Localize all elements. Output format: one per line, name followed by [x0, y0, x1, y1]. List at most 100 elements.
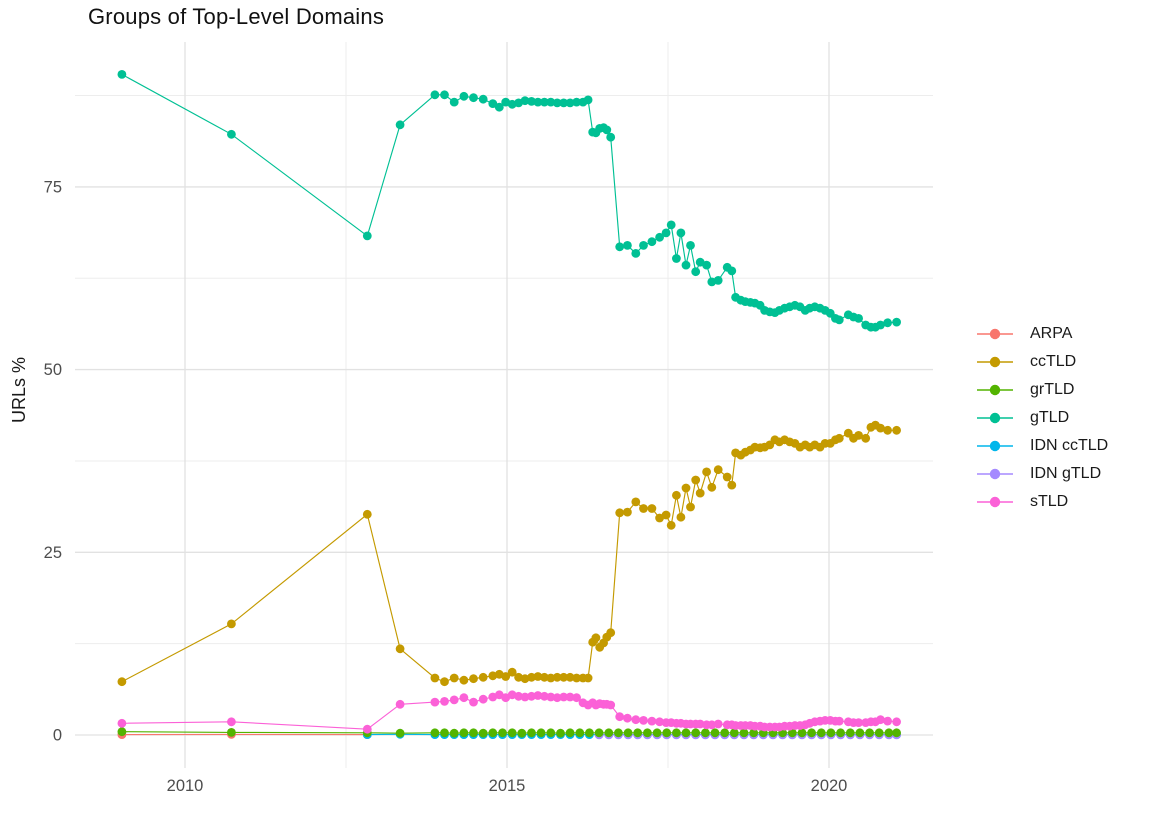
data-point [552, 98, 562, 108]
data-point [874, 728, 884, 738]
data-point [713, 276, 723, 285]
data-point [647, 716, 657, 726]
data-point [623, 728, 633, 738]
data-point [395, 699, 405, 709]
legend-label: sTLD [1030, 493, 1069, 510]
data-point [681, 260, 691, 270]
data-point [631, 249, 641, 258]
data-point [559, 672, 569, 682]
data-point [655, 232, 664, 242]
data-point [527, 691, 536, 701]
legend-key-icon [977, 384, 1013, 396]
data-point [631, 715, 641, 725]
data-point [854, 431, 863, 440]
data-point [488, 99, 498, 108]
data-point [440, 697, 449, 706]
data-point [533, 691, 543, 700]
data-point [430, 90, 440, 100]
data-point [884, 728, 894, 738]
data-point [861, 433, 871, 443]
data-point [631, 497, 641, 507]
data-point [639, 504, 648, 513]
data-point [546, 97, 556, 107]
data-point [459, 675, 469, 685]
data-point [488, 728, 498, 738]
data-point [565, 728, 575, 738]
data-point [655, 717, 664, 727]
data-point [227, 728, 236, 737]
data-point [478, 672, 488, 682]
data-point [556, 728, 565, 738]
data-point [469, 674, 478, 684]
legend-label: grTLD [1030, 381, 1075, 398]
data-point [572, 673, 581, 683]
legend-label: ARPA [1030, 325, 1073, 342]
y-tick-label: 50 [44, 361, 62, 379]
data-point [540, 97, 549, 107]
data-point [834, 716, 844, 726]
data-point [469, 93, 478, 103]
series-gtld [117, 70, 901, 332]
data-point [117, 70, 127, 79]
data-point [826, 728, 836, 738]
data-point [892, 317, 901, 327]
series-cctld [117, 420, 901, 687]
legend-key-icon [977, 468, 1013, 480]
data-point [623, 713, 632, 723]
legend-item-idn-gtld: IDN gTLD [977, 460, 1108, 488]
data-point [652, 728, 662, 738]
data-point [552, 672, 562, 682]
legend-item-arpa: ARPA [977, 320, 1108, 348]
data-point [478, 94, 488, 104]
data-point [614, 728, 623, 738]
data-point [662, 728, 672, 738]
data-point [643, 728, 652, 738]
data-point [615, 242, 625, 252]
data-point [834, 315, 844, 325]
data-point [615, 712, 625, 722]
legend-key-dot [989, 356, 1001, 368]
data-point [854, 718, 863, 727]
data-point [227, 619, 236, 629]
data-point [546, 728, 556, 738]
data-point [623, 507, 632, 517]
y-tick-label: 0 [53, 727, 62, 745]
data-point [876, 423, 885, 433]
legend-key-icon [977, 328, 1013, 340]
data-point [559, 692, 569, 702]
data-point [883, 716, 892, 726]
data-point [440, 90, 449, 100]
data-point [514, 691, 523, 701]
legend-label: IDN gTLD [1030, 465, 1102, 482]
data-point [449, 695, 459, 705]
legend-key-dot [989, 468, 1001, 480]
data-point [739, 728, 749, 738]
legend-key-icon [977, 496, 1013, 508]
data-point [440, 677, 449, 687]
data-point [639, 241, 648, 250]
data-point [787, 728, 797, 738]
data-point [430, 728, 440, 738]
data-point [854, 314, 863, 323]
data-point [362, 509, 372, 519]
data-point [681, 483, 691, 493]
data-point [583, 673, 593, 683]
data-point [702, 467, 711, 477]
data-point [676, 228, 686, 238]
legend-key-icon [977, 412, 1013, 424]
data-point [604, 728, 614, 738]
data-point [507, 728, 517, 738]
data-point [749, 728, 759, 738]
data-point [540, 672, 549, 682]
legend-key-dot [989, 440, 1001, 452]
data-point [865, 728, 874, 738]
data-point [606, 132, 616, 142]
data-point [722, 472, 732, 482]
data-point [536, 728, 546, 738]
x-tick-label: 2020 [811, 777, 848, 795]
data-point [540, 691, 549, 701]
data-point [855, 728, 865, 738]
x-tick-label: 2010 [167, 777, 204, 795]
